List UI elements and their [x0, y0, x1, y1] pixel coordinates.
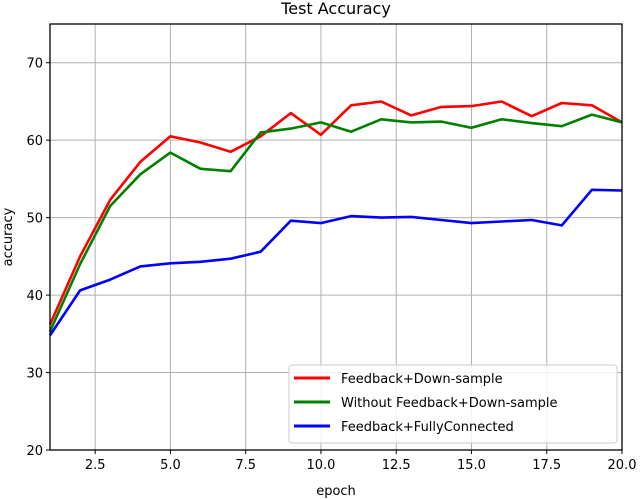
series-line-1 — [48, 113, 623, 333]
y-tick-label: 60 — [26, 134, 43, 149]
y-axis-label: accuracy — [1, 207, 16, 266]
x-tick-label: 17.5 — [532, 458, 561, 473]
grid-lines — [50, 24, 623, 451]
legend: Feedback+Down-sample Without Feedback+Dow… — [288, 364, 618, 444]
y-tick-label: 20 — [26, 444, 43, 459]
legend-label: Feedback+FullyConnected — [341, 420, 514, 435]
series-line-2 — [48, 188, 623, 337]
y-axis-ticks: 20 30 40 50 60 70 — [26, 57, 50, 459]
x-tick-label: 7.5 — [235, 458, 256, 473]
y-tick-label: 70 — [26, 57, 43, 72]
x-tick-label: 5.0 — [160, 458, 181, 473]
y-tick-label: 50 — [26, 212, 43, 227]
y-tick-label: 40 — [26, 289, 43, 304]
x-tick-label: 20.0 — [608, 458, 637, 473]
x-tick-label: 12.5 — [382, 458, 411, 473]
x-axis-ticks: 2.5 5.0 7.5 10.0 12.5 15.0 17.5 20.0 — [85, 450, 637, 473]
legend-label: Without Feedback+Down-sample — [341, 396, 558, 411]
x-tick-label: 10.0 — [306, 458, 335, 473]
x-tick-label: 15.0 — [457, 458, 486, 473]
series-lines — [48, 100, 623, 337]
plot-area-frame — [49, 23, 623, 451]
x-tick-label: 2.5 — [85, 458, 106, 473]
chart-title: Test Accuracy — [280, 0, 391, 18]
legend-label: Feedback+Down-sample — [341, 372, 503, 387]
legend-box — [288, 364, 618, 444]
y-tick-label: 30 — [26, 367, 43, 382]
x-axis-label: epoch — [316, 484, 356, 499]
series-line-0 — [48, 100, 623, 326]
